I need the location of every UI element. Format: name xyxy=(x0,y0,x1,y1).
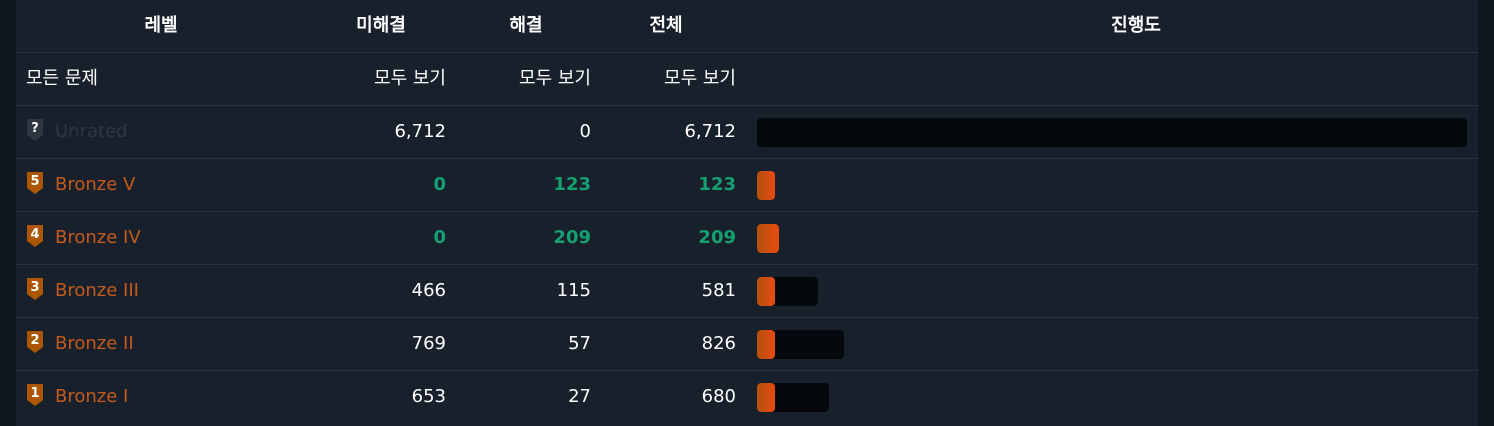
tier-solved-count[interactable]: 209 xyxy=(553,227,591,248)
progress-bar-track xyxy=(757,277,818,306)
tier-solved-count[interactable]: 0 xyxy=(579,121,591,142)
tier-unsolved-count[interactable]: 0 xyxy=(433,174,446,195)
progress-bar-fill xyxy=(757,383,775,412)
tier-level-cell[interactable]: 2 Bronze II xyxy=(26,318,326,370)
tier-total-count[interactable]: 209 xyxy=(698,227,736,248)
tier-badge-icon: 5 xyxy=(26,171,44,195)
svg-text:1: 1 xyxy=(30,386,39,401)
table-header: 레벨 미해결 해결 전체 진행도 xyxy=(16,0,1478,53)
tier-name-link[interactable]: Bronze V xyxy=(55,174,136,195)
tier-unsolved-count[interactable]: 6,712 xyxy=(394,121,446,142)
tier-row: 5 Bronze V 0 123 123 xyxy=(16,159,1478,212)
progress-bar-track xyxy=(757,171,775,200)
tier-name-link[interactable]: Bronze III xyxy=(55,280,139,301)
progress-bar-track xyxy=(757,118,1467,147)
header-unsolved: 미해결 xyxy=(356,15,406,36)
svg-text:3: 3 xyxy=(30,280,39,295)
all-problems-row: 모든 문제 모두 보기 모두 보기 모두 보기 xyxy=(16,53,1478,106)
tier-name-link[interactable]: Bronze II xyxy=(55,333,134,354)
tier-badge-icon: 2 xyxy=(26,330,44,354)
tier-badge-icon: ? xyxy=(26,118,44,142)
tier-level-cell[interactable]: 1 Bronze I xyxy=(26,371,326,423)
tier-level-cell[interactable]: 5 Bronze V xyxy=(26,159,326,211)
tier-solved-count[interactable]: 27 xyxy=(568,386,591,407)
progress-bar-fill xyxy=(757,330,775,359)
svg-text:?: ? xyxy=(31,121,39,136)
view-all-solved-link[interactable]: 모두 보기 xyxy=(519,68,591,89)
progress-bar-fill xyxy=(757,224,779,253)
progress-bar-fill xyxy=(757,277,775,306)
progress-bar-track xyxy=(757,383,829,412)
progress-bar-track xyxy=(757,330,844,359)
tier-level-cell[interactable]: ? Unrated xyxy=(26,106,326,158)
tier-row: 3 Bronze III 466 115 581 xyxy=(16,265,1478,318)
tier-name-link[interactable]: Bronze IV xyxy=(55,227,141,248)
tier-level-cell[interactable]: 3 Bronze III xyxy=(26,265,326,317)
tier-total-count[interactable]: 581 xyxy=(701,280,736,301)
tier-unsolved-count[interactable]: 0 xyxy=(433,227,446,248)
header-solved: 해결 xyxy=(509,15,543,36)
tier-name-link[interactable]: Unrated xyxy=(55,121,128,142)
all-problems-label: 모든 문제 xyxy=(26,68,98,89)
tier-unsolved-count[interactable]: 653 xyxy=(411,386,446,407)
tier-total-count[interactable]: 6,712 xyxy=(684,121,736,142)
tier-stats-table: 레벨 미해결 해결 전체 진행도 모든 문제 모두 보기 모두 보기 모두 보기… xyxy=(16,0,1478,426)
tier-badge-icon: 1 xyxy=(26,383,44,407)
tier-row: 2 Bronze II 769 57 826 xyxy=(16,318,1478,371)
tier-solved-count[interactable]: 115 xyxy=(556,280,591,301)
progress-bar-fill xyxy=(757,171,775,200)
svg-text:2: 2 xyxy=(30,333,39,348)
view-all-total-link[interactable]: 모두 보기 xyxy=(664,68,736,89)
view-all-unsolved-link[interactable]: 모두 보기 xyxy=(374,68,446,89)
tier-total-count[interactable]: 826 xyxy=(701,333,736,354)
svg-text:5: 5 xyxy=(30,174,39,189)
svg-text:4: 4 xyxy=(30,227,39,242)
tier-total-count[interactable]: 680 xyxy=(701,386,736,407)
header-progress: 진행도 xyxy=(1111,15,1161,36)
tier-row: 4 Bronze IV 0 209 209 xyxy=(16,212,1478,265)
tier-solved-count[interactable]: 123 xyxy=(553,174,591,195)
tier-unsolved-count[interactable]: 769 xyxy=(411,333,446,354)
header-total: 전체 xyxy=(649,15,683,36)
tier-solved-count[interactable]: 57 xyxy=(568,333,591,354)
tier-name-link[interactable]: Bronze I xyxy=(55,386,129,407)
tier-row: 1 Bronze I 653 27 680 xyxy=(16,371,1478,424)
header-level: 레벨 xyxy=(144,15,178,36)
progress-bar-track xyxy=(757,224,779,253)
tier-row: ? Unrated 6,712 0 6,712 xyxy=(16,106,1478,159)
tier-badge-icon: 4 xyxy=(26,224,44,248)
tier-total-count[interactable]: 123 xyxy=(698,174,736,195)
tier-level-cell[interactable]: 4 Bronze IV xyxy=(26,212,326,264)
tier-badge-icon: 3 xyxy=(26,277,44,301)
tier-unsolved-count[interactable]: 466 xyxy=(411,280,446,301)
